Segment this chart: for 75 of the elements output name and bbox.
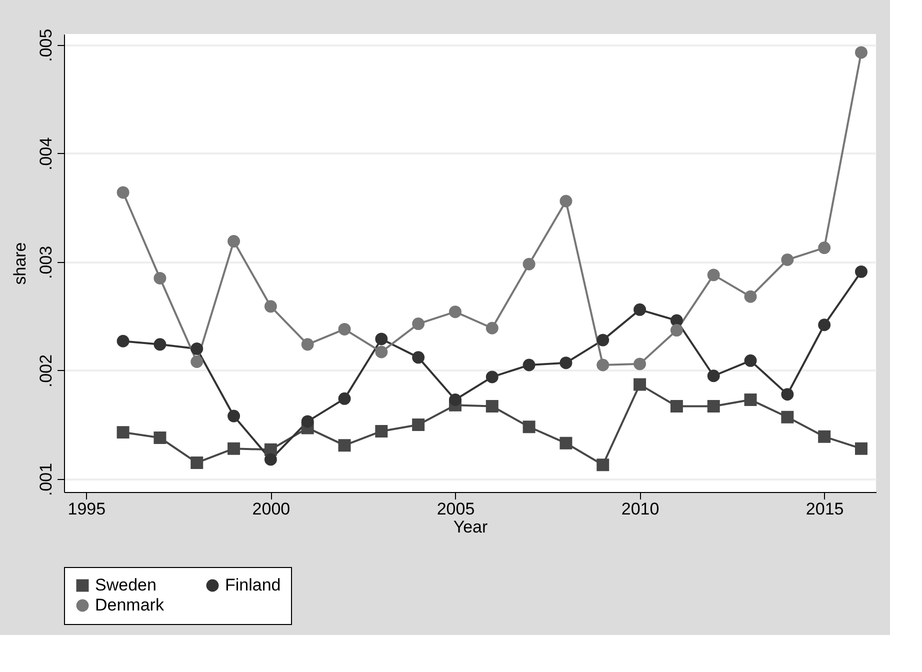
point <box>781 388 794 401</box>
point <box>412 351 425 364</box>
point <box>154 431 166 444</box>
point <box>634 358 646 370</box>
point <box>116 334 130 348</box>
point <box>338 392 351 405</box>
point <box>744 354 757 367</box>
point <box>707 370 720 382</box>
point <box>486 370 498 384</box>
point <box>670 324 683 337</box>
point <box>560 436 572 450</box>
point <box>228 442 240 455</box>
point <box>781 410 794 424</box>
point <box>375 424 388 438</box>
point <box>818 318 831 332</box>
point <box>116 426 130 439</box>
point <box>264 453 277 466</box>
x-tick-label: 2000 <box>252 500 290 518</box>
point <box>190 342 204 355</box>
x-axis-title: Year <box>453 518 488 536</box>
point <box>522 258 536 270</box>
point <box>707 400 720 413</box>
point <box>486 400 498 413</box>
y-tick-label: .003 <box>36 246 56 279</box>
point <box>596 458 610 472</box>
point <box>670 314 683 327</box>
point <box>264 300 277 313</box>
point <box>190 456 204 469</box>
point <box>486 322 498 334</box>
point <box>854 442 868 455</box>
point <box>154 338 166 351</box>
point <box>854 265 868 278</box>
point <box>116 186 130 199</box>
point <box>560 194 572 208</box>
y-tick-label: .002 <box>36 354 56 388</box>
point <box>596 334 610 346</box>
y-axis-title: share <box>10 242 30 285</box>
point <box>522 420 536 434</box>
y-tick-label: .004 <box>36 137 56 170</box>
point <box>634 303 646 316</box>
point <box>228 410 240 422</box>
point <box>781 254 794 266</box>
point <box>301 415 314 428</box>
x-tick-label: 2010 <box>621 500 660 518</box>
point <box>744 290 757 303</box>
point <box>448 394 462 406</box>
point <box>375 346 388 358</box>
point <box>634 378 646 391</box>
point <box>412 418 425 431</box>
point <box>596 358 610 372</box>
legend-label: Denmark <box>95 596 164 614</box>
point <box>744 394 757 406</box>
x-tick-label: 2015 <box>806 500 844 518</box>
legend-label: Sweden <box>95 576 156 595</box>
y-tick-label: .005 <box>36 28 56 62</box>
x-tick-label: 1995 <box>68 500 106 518</box>
point <box>154 272 166 284</box>
point <box>670 400 683 413</box>
x-tick-label: 2005 <box>436 500 475 518</box>
point <box>338 439 351 452</box>
legend-label: Finland <box>225 576 281 595</box>
point <box>560 356 572 370</box>
point <box>707 268 720 282</box>
point <box>190 356 204 368</box>
y-tick-label: .001 <box>36 462 56 496</box>
point <box>338 322 351 336</box>
point <box>301 338 314 351</box>
point <box>412 318 425 330</box>
point <box>818 242 831 254</box>
point <box>522 358 536 372</box>
point <box>375 332 388 346</box>
point <box>818 430 831 443</box>
point <box>448 306 462 318</box>
point <box>854 46 868 59</box>
point <box>228 235 240 248</box>
